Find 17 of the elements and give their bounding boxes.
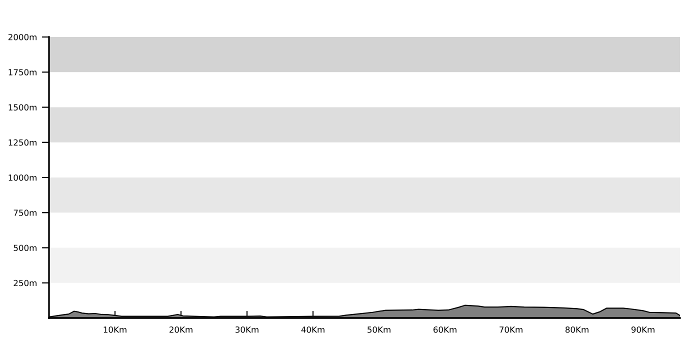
x-tick-label: 50Km: [368, 326, 390, 333]
x-tick-label: 10Km: [104, 326, 126, 333]
x-tick-label: 70Km: [500, 326, 522, 333]
y-tick-label: 2000m: [8, 34, 36, 40]
x-tick-label: 60Km: [434, 326, 456, 333]
y-tick-label: 500m: [14, 244, 36, 252]
y-tick-label: 1250m: [8, 139, 36, 146]
y-tick-label: 250m: [14, 280, 36, 286]
x-tick-label: 20Km: [170, 326, 192, 333]
y-tick-label: 1750m: [8, 69, 36, 76]
x-tick-label: 90Km: [631, 326, 654, 333]
x-tick-label: 40Km: [301, 326, 324, 333]
y-tick-label: 1500m: [8, 104, 36, 111]
x-tick-label: 30Km: [236, 326, 258, 333]
x-tick-label: 80Km: [566, 326, 588, 333]
y-tick-label: 750m: [14, 210, 36, 216]
y-tick-label: 1000m: [8, 174, 36, 181]
